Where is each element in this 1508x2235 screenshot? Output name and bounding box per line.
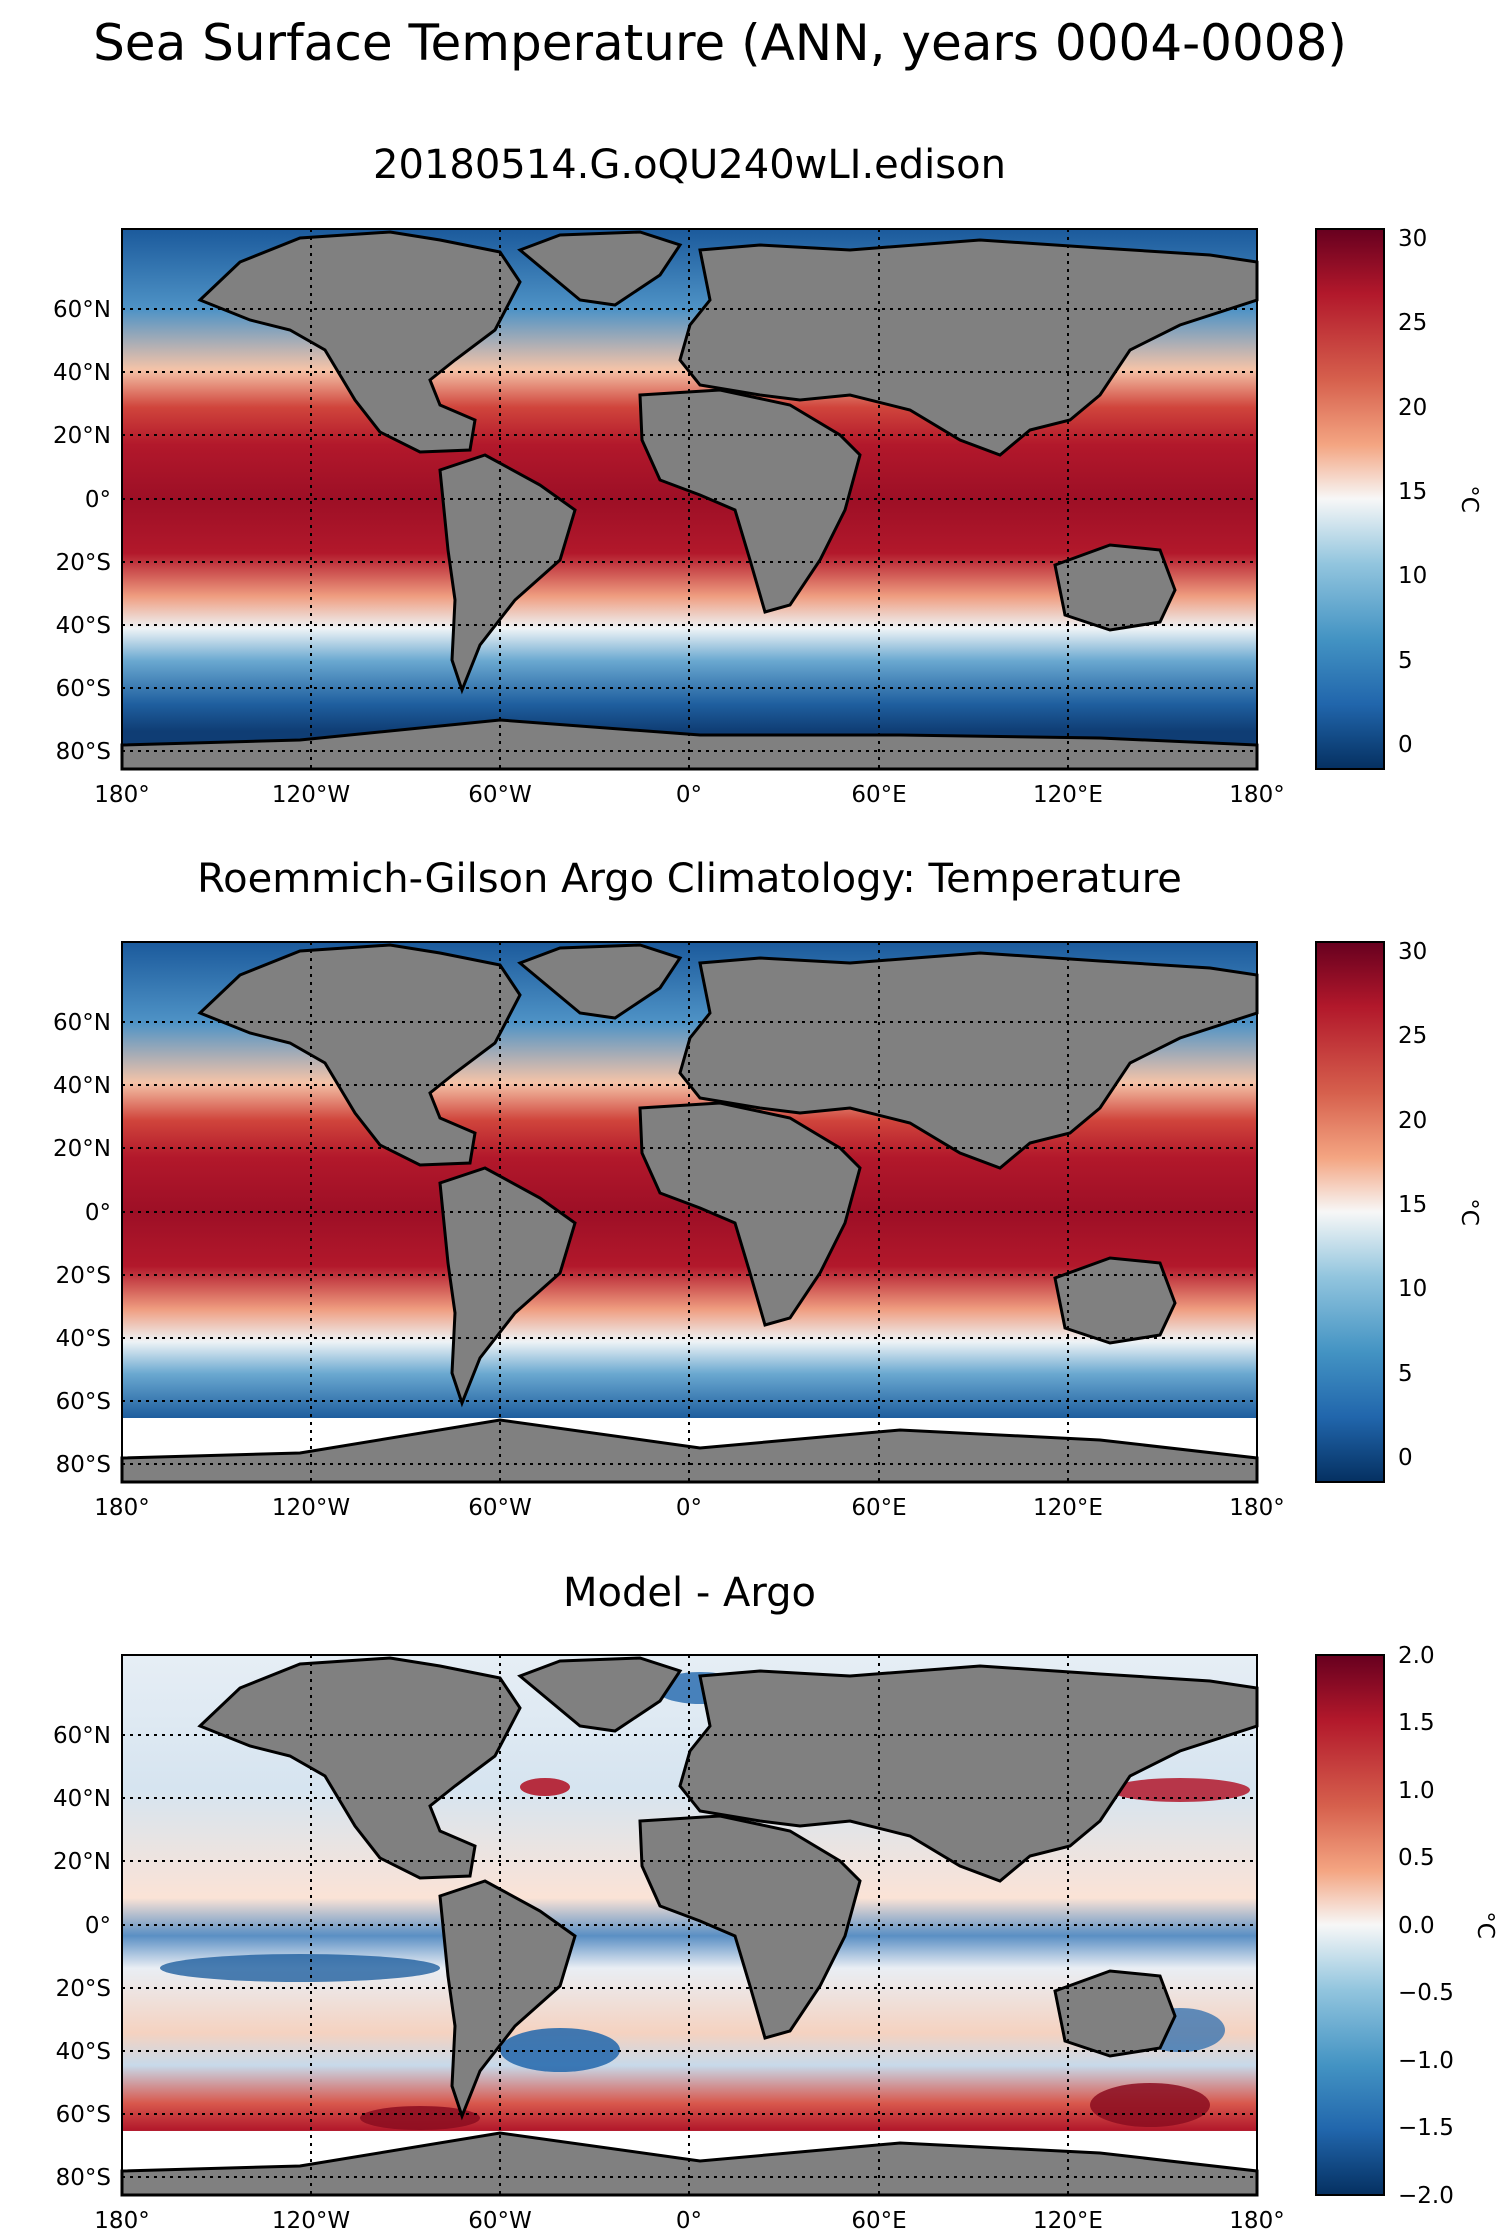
- cb-tick: 30: [1398, 226, 1427, 252]
- cb-tick: 25: [1398, 310, 1427, 336]
- lon-tick: 0°: [676, 782, 702, 808]
- panel-3-lat-ticks: 60°N 40°N 20°N 0° 20°S 40°S 60°S 80°S: [53, 1723, 111, 2191]
- lon-tick: 180°: [1229, 782, 1284, 808]
- lat-tick: 40°N: [53, 1786, 111, 1812]
- cb-tick: 1.0: [1398, 1778, 1435, 1804]
- cb-tick: −1.5: [1398, 2115, 1454, 2141]
- cb-tick: 0.5: [1398, 1845, 1435, 1871]
- cb-tick: 5: [1398, 1361, 1413, 1387]
- lon-tick: 180°: [1229, 1495, 1284, 1521]
- cb-tick: −1.0: [1398, 2048, 1454, 2074]
- lon-tick: 120°E: [1033, 2208, 1103, 2234]
- panel-3-land: [120, 1656, 1259, 2197]
- panel-2-title: Roemmich-Gilson Argo Climatology: Temper…: [197, 856, 1182, 902]
- panel-2-colorbar-ticks: 30 25 20 15 10 5 0: [1398, 939, 1427, 1471]
- lon-tick: 60°E: [851, 2208, 906, 2234]
- panel-1-colorbar-unit: °C: [1456, 485, 1482, 513]
- lat-tick: 20°N: [53, 423, 111, 449]
- cb-tick: 15: [1398, 479, 1427, 505]
- cb-tick: −2.0: [1398, 2183, 1454, 2209]
- panel-3-lon-ticks: 180° 120°W 60°W 0° 60°E 120°E 180°: [94, 2208, 1284, 2234]
- lon-tick: 180°: [94, 2208, 149, 2234]
- lat-tick: 20°S: [56, 1976, 111, 2002]
- lat-tick: 40°S: [56, 2039, 111, 2065]
- panel-2-gridlines: [122, 942, 1257, 1482]
- figure-title: Sea Surface Temperature (ANN, years 0004…: [93, 14, 1347, 72]
- panel-1-colorbar-ticks: 30 25 20 15 10 5 0: [1398, 226, 1427, 758]
- lon-tick: 180°: [1229, 2208, 1284, 2234]
- lat-tick: 0°: [85, 1200, 111, 1226]
- cb-tick: 0: [1398, 732, 1413, 758]
- lat-tick: 20°S: [56, 1263, 111, 1289]
- lat-tick: 60°N: [53, 1723, 111, 1749]
- lat-tick: 20°N: [53, 1849, 111, 1875]
- panel-1-gridlines: [122, 229, 1257, 769]
- cb-tick: 30: [1398, 939, 1427, 965]
- lat-tick: 20°N: [53, 1136, 111, 1162]
- panel-2-lon-ticks: 180° 120°W 60°W 0° 60°E 120°E 180°: [94, 1495, 1284, 1521]
- lat-tick: 80°S: [56, 2165, 111, 2191]
- lon-tick: 0°: [676, 2208, 702, 2234]
- panel-3-colorbar-ticks: 2.0 1.5 1.0 0.5 0.0 −0.5 −1.0 −1.5 −2.0: [1398, 1643, 1454, 2209]
- lon-tick: 180°: [94, 1495, 149, 1521]
- cb-tick: 2.0: [1398, 1643, 1435, 1669]
- cb-tick: −0.5: [1398, 1980, 1454, 2006]
- lat-tick: 0°: [85, 1913, 111, 1939]
- lat-tick: 60°S: [56, 1389, 111, 1415]
- lat-tick: 40°N: [53, 1073, 111, 1099]
- panel-1-land: [120, 230, 1259, 771]
- panel-1-lon-ticks: 180° 120°W 60°W 0° 60°E 120°E 180°: [94, 782, 1284, 808]
- cb-tick: 10: [1398, 1276, 1427, 1302]
- panel-2-lat-ticks: 60°N 40°N 20°N 0° 20°S 40°S 60°S 80°S: [53, 1010, 111, 1478]
- lon-tick: 120°E: [1033, 1495, 1103, 1521]
- lon-tick: 60°W: [468, 1495, 532, 1521]
- panel-3-colorbar: [1315, 1654, 1385, 2196]
- panel-2-frame: [121, 941, 1258, 1483]
- cb-tick: 10: [1398, 563, 1427, 589]
- lat-tick: 0°: [85, 487, 111, 513]
- lat-tick: 20°S: [56, 550, 111, 576]
- lon-tick: 120°W: [272, 782, 350, 808]
- cb-tick: 0: [1398, 1445, 1413, 1471]
- lon-tick: 60°W: [468, 782, 532, 808]
- cb-tick: 1.5: [1398, 1710, 1435, 1736]
- lat-tick: 60°S: [56, 676, 111, 702]
- lat-tick: 40°S: [56, 613, 111, 639]
- cb-tick: 25: [1398, 1023, 1427, 1049]
- lat-tick: 60°N: [53, 297, 111, 323]
- lat-tick: 80°S: [56, 739, 111, 765]
- cb-tick: 20: [1398, 395, 1427, 421]
- panel-1-colorbar: [1315, 228, 1385, 770]
- panel-1-frame: [121, 228, 1258, 770]
- panel-3-colorbar-unit: °C: [1472, 1911, 1498, 1939]
- lon-tick: 60°E: [851, 1495, 906, 1521]
- lat-tick: 60°S: [56, 2102, 111, 2128]
- lat-tick: 60°N: [53, 1010, 111, 1036]
- lat-tick: 40°N: [53, 360, 111, 386]
- cb-tick: 5: [1398, 648, 1413, 674]
- panel-1-lat-ticks: 60°N 40°N 20°N 0° 20°S 40°S 60°S 80°S: [53, 297, 111, 765]
- cb-tick: 0.0: [1398, 1913, 1435, 1939]
- lon-tick: 120°W: [272, 1495, 350, 1521]
- lon-tick: 60°W: [468, 2208, 532, 2234]
- panel-1-title: 20180514.G.oQU240wLI.edison: [373, 142, 1006, 188]
- lon-tick: 120°W: [272, 2208, 350, 2234]
- panel-3-title: Model - Argo: [563, 1570, 816, 1616]
- panel-3-gridlines: [122, 1655, 1257, 2195]
- cb-tick: 15: [1398, 1192, 1427, 1218]
- lon-tick: 180°: [94, 782, 149, 808]
- lon-tick: 60°E: [851, 782, 906, 808]
- panel-2-land: [120, 943, 1259, 1484]
- panel-2-colorbar: [1315, 941, 1385, 1483]
- cb-tick: 20: [1398, 1108, 1427, 1134]
- panel-3-frame: [121, 1654, 1258, 2196]
- lat-tick: 40°S: [56, 1326, 111, 1352]
- panel-2-colorbar-unit: °C: [1456, 1198, 1482, 1226]
- lat-tick: 80°S: [56, 1452, 111, 1478]
- lon-tick: 120°E: [1033, 782, 1103, 808]
- lon-tick: 0°: [676, 1495, 702, 1521]
